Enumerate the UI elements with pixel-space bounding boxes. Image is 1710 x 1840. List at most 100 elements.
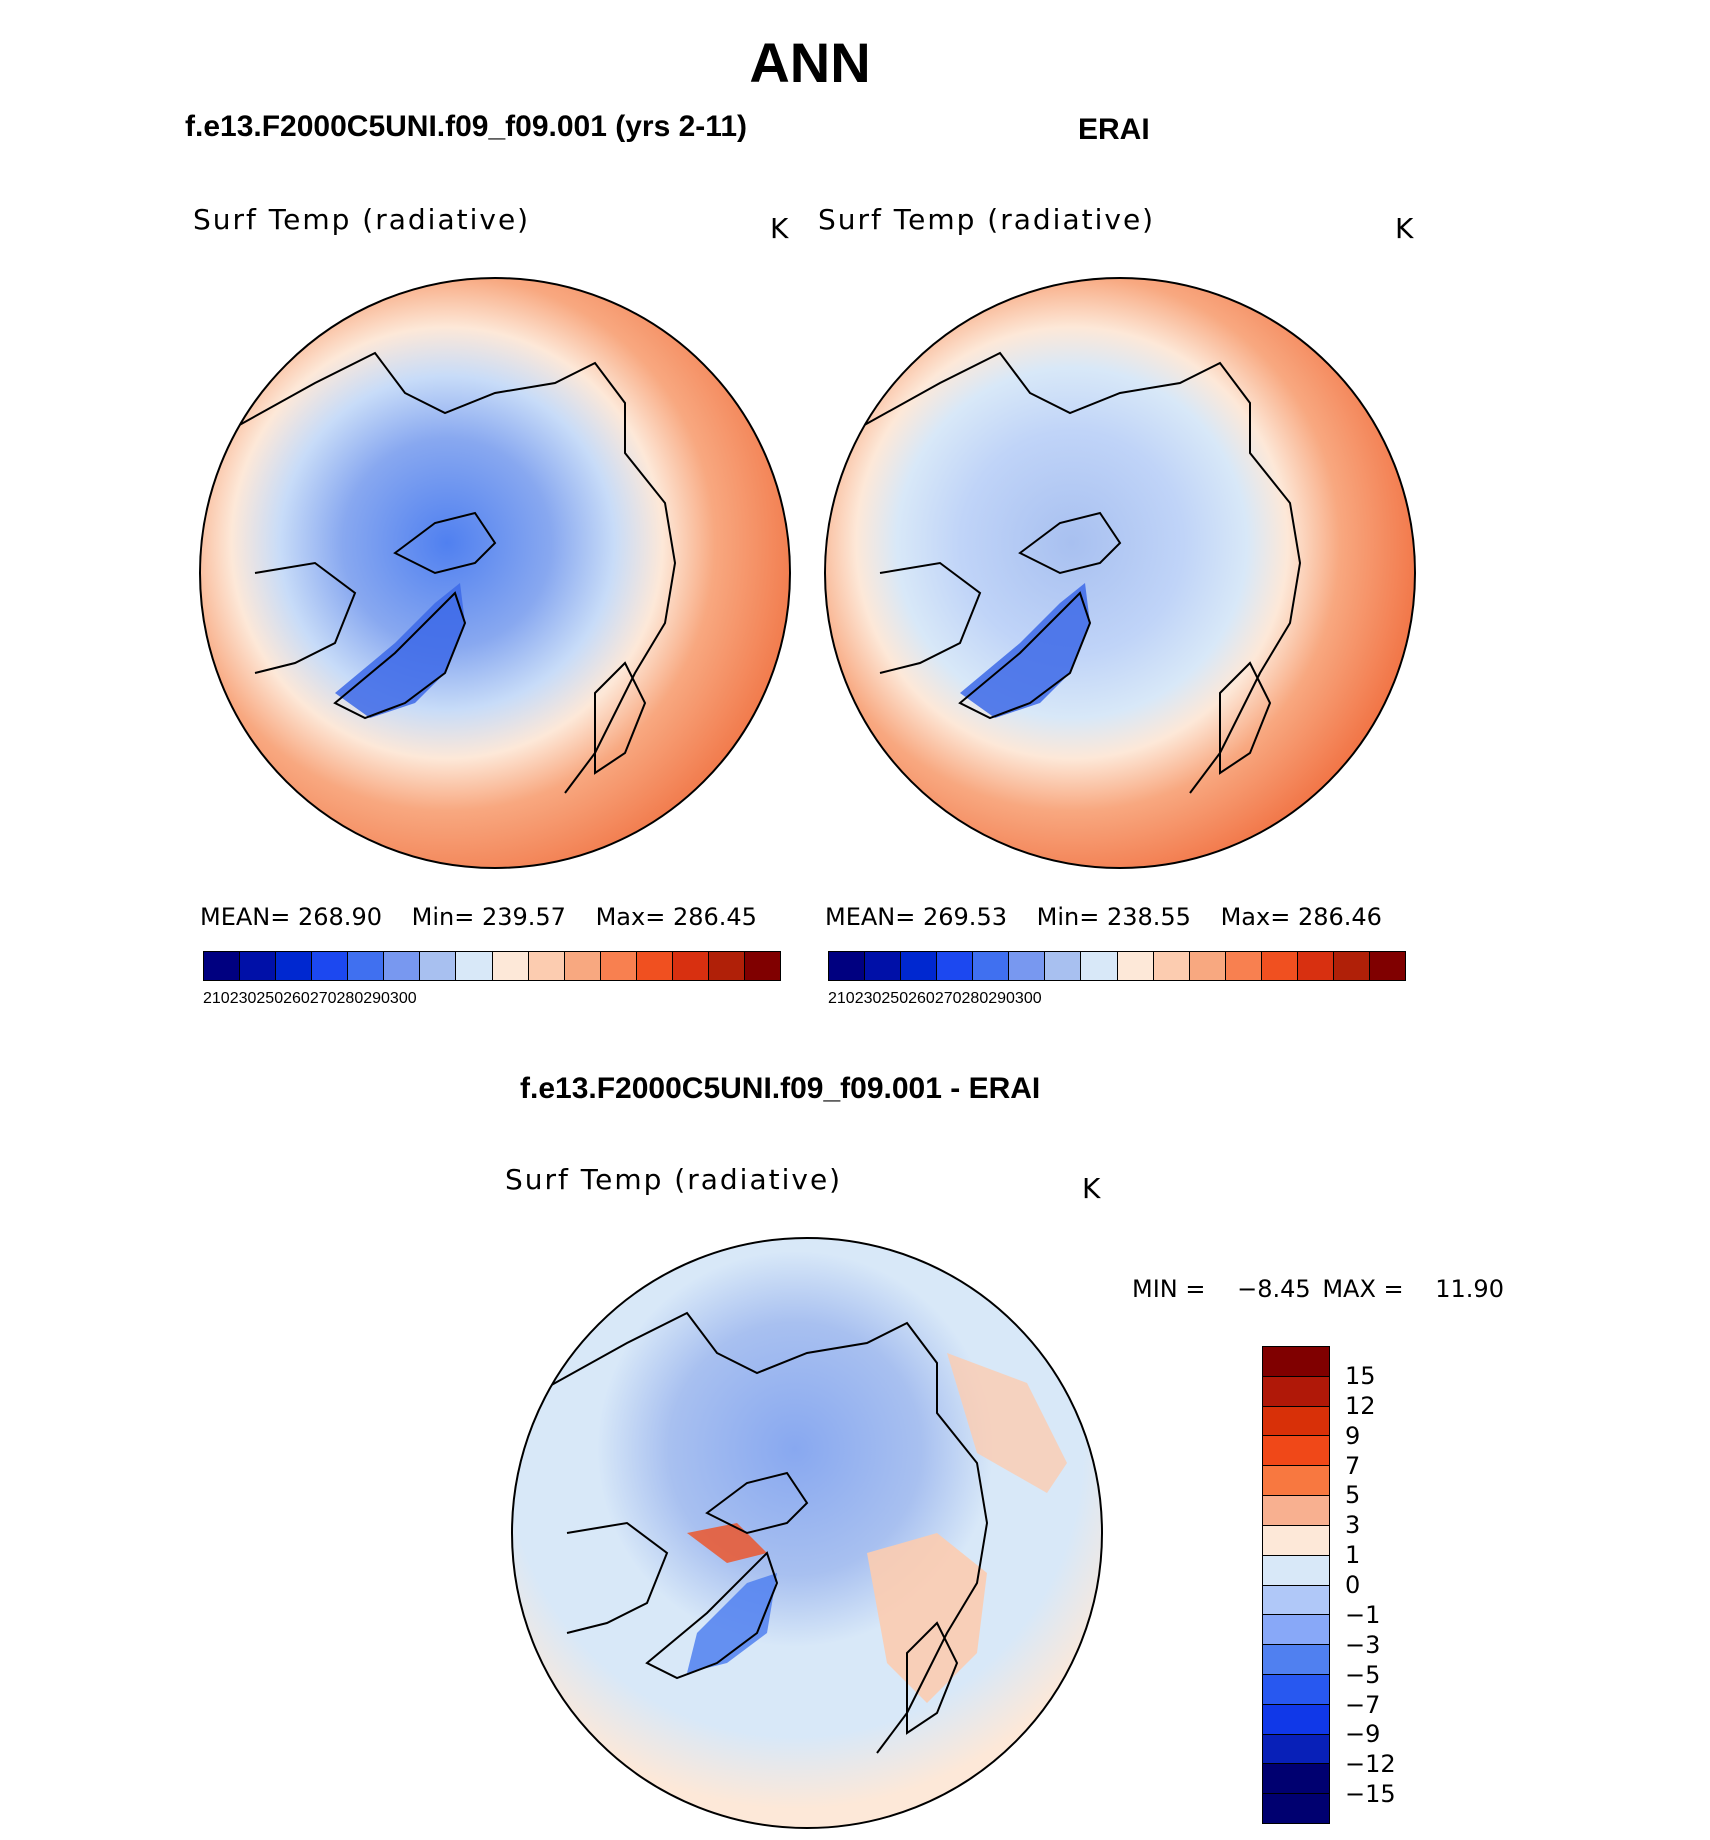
colorbar-box: [1263, 1555, 1329, 1586]
colorbar-box: [1263, 1794, 1329, 1823]
colorbar-box: [1263, 1496, 1329, 1526]
colorbar-box: [1369, 952, 1405, 980]
warm-anomaly-region: [867, 1533, 987, 1703]
colorbar-box: [1263, 1376, 1329, 1407]
colorbar-box: [937, 952, 974, 980]
panel-2-colorbar: [828, 951, 1406, 981]
colorbar-box: [1153, 952, 1190, 980]
colorbar-tick-label: 260: [283, 990, 310, 1007]
colorbar-box: [1263, 1615, 1329, 1646]
colorbar-tick-label: 270: [309, 990, 337, 1007]
colorbar-tick-label: 290: [363, 990, 390, 1007]
colorbar-box: [1263, 1764, 1329, 1795]
max-label: MAX =: [1322, 1275, 1404, 1303]
colorbar-tick-label: −3: [1345, 1630, 1381, 1659]
colorbar-box: [744, 952, 780, 980]
colorbar-tick-label: 5: [1345, 1481, 1361, 1510]
colorbar-tick-label: −1: [1345, 1600, 1381, 1629]
cold-anomaly-region: [687, 1573, 777, 1673]
panel-2-variable-label: Surf Temp (radiative): [818, 203, 1156, 236]
colorbar-box: [708, 952, 745, 980]
colorbar-box: [204, 952, 241, 980]
mean-label: MEAN=: [200, 903, 291, 931]
panel-1-units-label: K: [770, 212, 789, 245]
warm-anomaly-region: [947, 1353, 1067, 1493]
colorbar-tick-label: 280: [336, 990, 364, 1007]
max-value: 286.46: [1297, 903, 1382, 931]
colorbar-box: [1263, 1525, 1329, 1556]
mean-label: MEAN=: [825, 903, 916, 931]
coastline: [536, 1311, 989, 1754]
colorbar-box: [1263, 1734, 1329, 1765]
colorbar-tick-label: 210: [828, 990, 855, 1007]
max-label: Max=: [595, 903, 666, 931]
colorbar-box: [672, 952, 709, 980]
min-value: −8.45: [1237, 1275, 1311, 1303]
colorbar-tick-label: 12: [1345, 1391, 1376, 1420]
min-label: MIN =: [1132, 1275, 1206, 1303]
colorbar-box: [1009, 952, 1046, 980]
colorbar-tick-label: 230: [229, 990, 257, 1007]
panel-1-stats: MEAN= 268.90 Min= 239.57 Max= 286.45: [200, 903, 757, 931]
panel-2-polar-map: [824, 277, 1416, 869]
panel-1-polar-map: [199, 277, 791, 869]
colorbar-tick-label: −5: [1345, 1660, 1381, 1689]
temperature-field: [825, 278, 1415, 868]
mean-value: 268.90: [298, 903, 382, 931]
difference-field: [512, 1238, 1102, 1828]
colorbar-box: [1225, 952, 1262, 980]
colorbar-tick-label: 230: [854, 990, 882, 1007]
panel-1-variable-label: Surf Temp (radiative): [193, 203, 531, 236]
colorbar-tick-label: 280: [961, 990, 989, 1007]
colorbar-box: [865, 952, 902, 980]
colorbar-box: [348, 952, 385, 980]
temperature-field: [200, 278, 790, 868]
colorbar-tick-label: 260: [908, 990, 935, 1007]
colorbar-tick-label: 300: [389, 990, 417, 1007]
coastline: [224, 351, 677, 794]
mean-value: 269.53: [923, 903, 1007, 931]
figure-title: ANN: [749, 31, 871, 94]
colorbar-box: [636, 952, 673, 980]
colorbar-tick-label: 7: [1345, 1451, 1361, 1480]
colorbar-box: [1263, 1645, 1329, 1675]
colorbar-box: [1263, 1347, 1329, 1377]
coastline: [849, 351, 1302, 794]
colorbar-box: [1297, 952, 1334, 980]
colorbar-box: [1045, 952, 1082, 980]
colorbar-box: [1333, 952, 1370, 980]
colorbar-tick-label: −12: [1345, 1750, 1396, 1779]
diff-polar-map: [511, 1237, 1103, 1829]
colorbar-box: [1263, 1436, 1329, 1467]
diff-title: f.e13.F2000C5UNI.f09_f09.001 - ERAI: [520, 1072, 1041, 1105]
colorbar-box: [1263, 1406, 1329, 1437]
diff-units-label: K: [1082, 1172, 1101, 1205]
colorbar-box: [1263, 1585, 1329, 1616]
diff-variable-label: Surf Temp (radiative): [505, 1163, 843, 1196]
panel-2-units-label: K: [1395, 212, 1414, 245]
min-label: Min=: [1036, 903, 1100, 931]
colorbar-tick-label: 1: [1345, 1541, 1361, 1570]
colorbar-box: [829, 952, 866, 980]
colorbar-tick-label: 0: [1345, 1571, 1361, 1599]
colorbar-box: [384, 952, 421, 980]
colorbar-box: [528, 952, 565, 980]
diff-colorbar: [1262, 1346, 1330, 1824]
colorbar-box: [276, 952, 313, 980]
panel-1-colorbar-labels: 210230250260270280290300: [203, 990, 781, 1020]
colorbar-tick-label: 3: [1345, 1511, 1361, 1540]
colorbar-box: [1263, 1674, 1329, 1705]
min-value: 238.55: [1106, 903, 1191, 931]
diff-stats: MIN = −8.45 MAX = 11.90: [1132, 1275, 1504, 1303]
colorbar-box: [1189, 952, 1226, 980]
panel-2-stats: MEAN= 269.53 Min= 238.55 Max= 286.46: [825, 903, 1382, 931]
colorbar-box: [492, 952, 529, 980]
panel-1-colorbar: [203, 951, 781, 981]
colorbar-tick-label: 300: [1014, 990, 1042, 1007]
panel-2-case-title: ERAI: [1078, 113, 1150, 146]
colorbar-box: [600, 952, 637, 980]
diff-colorbar-labels: 15 12 9 7 5 3 1 0 −1 −3 −5 −7 −9 −12 −15: [1345, 1346, 1425, 1824]
colorbar-box: [973, 952, 1010, 980]
colorbar-tick-label: 250: [256, 990, 284, 1007]
colorbar-box: [564, 952, 601, 980]
